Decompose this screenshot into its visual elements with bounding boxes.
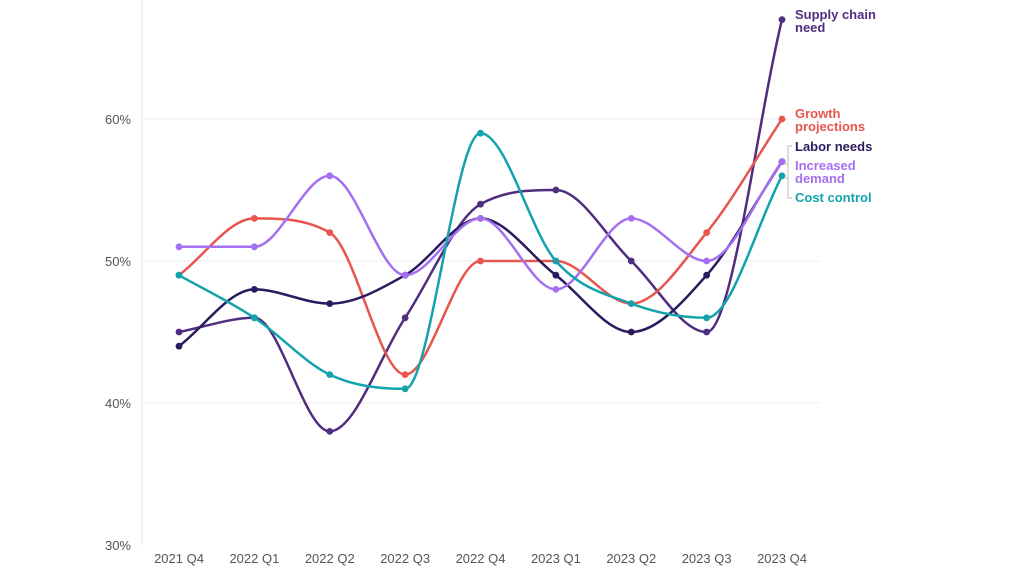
data-point <box>326 300 334 307</box>
data-point <box>477 215 484 222</box>
series-line-growth-projections <box>177 117 784 376</box>
data-point <box>250 314 258 322</box>
data-point <box>703 271 711 279</box>
data-point <box>250 286 258 293</box>
series-supply-chain-need <box>175 16 786 435</box>
series-label-labor-needs: Labor needs <box>795 139 872 154</box>
series-label-line: demand <box>795 171 845 186</box>
y-tick-label: 50% <box>105 254 131 269</box>
x-tick-label: 2023 Q4 <box>757 551 807 566</box>
data-point <box>477 129 484 137</box>
y-tick-label: 40% <box>105 396 131 411</box>
x-tick-label: 2023 Q3 <box>682 551 732 566</box>
x-tick-label: 2022 Q1 <box>229 551 279 566</box>
data-point <box>326 428 334 435</box>
y-tick-label: 60% <box>105 112 131 127</box>
series-label-line: projections <box>795 119 865 134</box>
data-point <box>175 243 183 251</box>
data-point <box>326 371 334 378</box>
data-point <box>175 271 183 279</box>
data-point <box>703 314 711 322</box>
data-point <box>552 257 560 265</box>
data-point <box>401 371 409 378</box>
data-point <box>703 229 711 237</box>
data-point <box>552 186 560 194</box>
data-point <box>477 257 484 265</box>
x-tick-label: 2022 Q4 <box>456 551 506 566</box>
y-tick-label: 30% <box>105 538 131 553</box>
series-label-line: Supply chain <box>795 7 876 22</box>
data-point <box>552 271 560 279</box>
series-label-growth-projections: Growth projections <box>795 106 865 134</box>
data-point <box>401 385 409 393</box>
data-point <box>175 342 183 350</box>
x-tick-label: 2023 Q1 <box>531 551 581 566</box>
data-point <box>401 271 409 279</box>
series-labor-needs <box>175 158 786 350</box>
series-label-line: Increased <box>795 158 856 173</box>
data-point <box>326 172 334 180</box>
data-point <box>778 16 786 23</box>
data-point <box>627 257 635 265</box>
x-tick-label: 2023 Q2 <box>606 551 656 566</box>
data-point <box>326 229 334 237</box>
data-point <box>477 200 484 208</box>
data-point <box>250 215 258 222</box>
data-point <box>250 243 258 251</box>
end-labels: Supply chain need Growth projections Labor n… <box>784 7 876 205</box>
series-increased-demand <box>175 158 786 293</box>
data-point <box>627 328 635 336</box>
series-growth-projections <box>175 115 786 378</box>
series-label-cost-control: Cost control <box>795 190 872 205</box>
data-point <box>778 115 786 123</box>
series-cost-control <box>175 129 786 393</box>
axes: 30% 40% 50% 60% 2021 Q4 2022 Q1 2022 Q2 2022 Q3… <box>105 0 807 566</box>
series-line-labor-needs <box>177 160 784 348</box>
series-label-line: Cost control <box>795 190 872 205</box>
data-point <box>703 257 711 265</box>
series-label-line: need <box>795 20 825 35</box>
series-line-increased-demand <box>177 160 784 291</box>
series-label-line: Growth <box>795 106 841 121</box>
label-bracket <box>787 145 792 199</box>
data-point <box>778 172 786 180</box>
data-point <box>703 328 711 336</box>
data-point <box>778 158 786 166</box>
data-point <box>627 215 635 222</box>
x-tick-label: 2022 Q3 <box>380 551 430 566</box>
series-line-supply-chain-need <box>177 18 784 433</box>
x-tick-label: 2021 Q4 <box>154 551 204 566</box>
data-point <box>175 328 183 336</box>
series-label-supply-chain-need: Supply chain need <box>795 7 876 35</box>
series-label-increased-demand: Increased demand <box>795 158 856 186</box>
x-tick-label: 2022 Q2 <box>305 551 355 566</box>
series-label-line: Labor needs <box>795 139 872 154</box>
data-point <box>401 314 409 322</box>
data-point <box>627 300 635 307</box>
data-point <box>552 286 560 293</box>
series-lines <box>175 16 786 435</box>
